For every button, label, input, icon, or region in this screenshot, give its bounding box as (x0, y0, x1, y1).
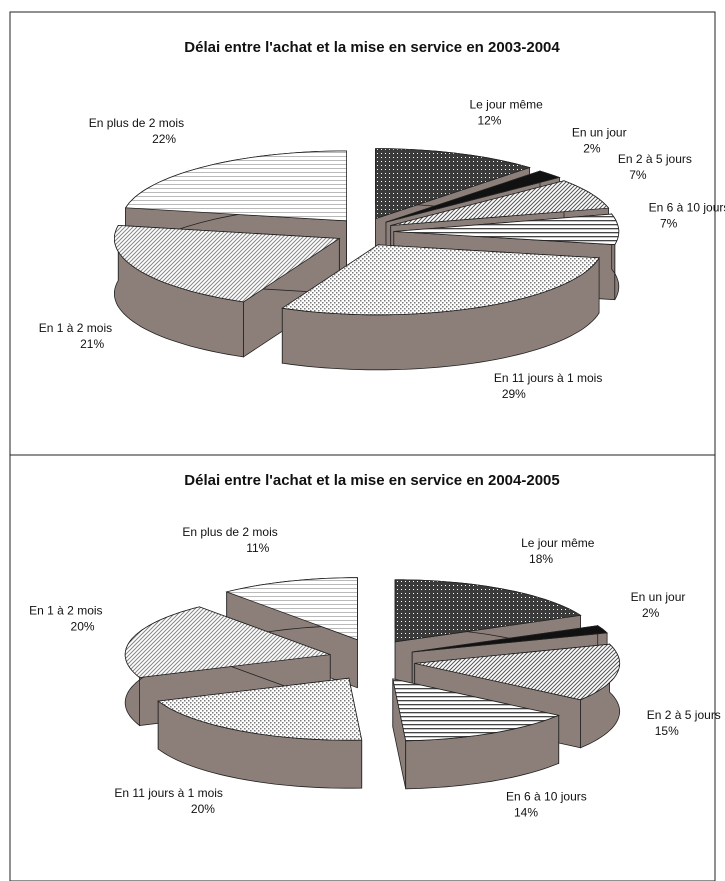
slice-top (225, 577, 358, 641)
slice-top (414, 643, 621, 701)
chart-title: Délai entre l'achat et la mise en servic… (184, 39, 560, 56)
chart-title: Délai entre l'achat et la mise en servic… (184, 472, 559, 489)
slice-label: En un jour (572, 126, 627, 140)
chart-frame (9, 454, 716, 881)
slice-label: En 11 jours à 1 mois (494, 371, 603, 385)
slice-label: En 6 à 10 jours (649, 200, 725, 214)
slice-top (412, 625, 609, 653)
slice-top (281, 244, 600, 316)
slice-top (124, 606, 331, 678)
slice-value-label: 18% (529, 552, 553, 566)
slice-label: En 11 jours à 1 mois (114, 786, 223, 800)
slice-top (392, 678, 561, 742)
slice-top (114, 224, 341, 303)
slice-value-label: 29% (502, 387, 526, 401)
slice-label: En 1 à 2 mois (29, 604, 102, 618)
slice-top (394, 579, 582, 643)
slice-value-label: 20% (191, 802, 215, 816)
slice-value-label: 7% (629, 168, 647, 182)
slice-value-label: 12% (477, 114, 501, 128)
slice-label: Le jour même (469, 98, 543, 112)
slice-label: En 6 à 10 jours (506, 790, 587, 804)
slice-top (375, 148, 531, 220)
slice-top (390, 180, 610, 226)
pie-slice (157, 677, 363, 789)
slice-value-label: 2% (583, 142, 601, 156)
slice-value-label: 14% (514, 806, 538, 820)
slice-label: En plus de 2 mois (182, 525, 277, 539)
slice-label: En 2 à 5 jours (647, 708, 721, 722)
slice-value-label: 2% (642, 606, 660, 620)
slice-value-label: 21% (80, 337, 104, 351)
pie-slice (114, 224, 341, 358)
slice-top (385, 170, 561, 223)
pie-slice (281, 244, 600, 371)
slice-top (393, 213, 620, 246)
slice-label: En un jour (631, 590, 686, 604)
slice-value-label: 15% (655, 724, 679, 738)
slice-value-label: 7% (660, 216, 678, 230)
slice-label: Le jour même (521, 536, 595, 550)
slice-value-label: 22% (152, 132, 176, 146)
slice-top (157, 677, 363, 741)
pie-slice (392, 678, 561, 790)
slice-label: En plus de 2 mois (89, 116, 184, 130)
slice-top (124, 150, 347, 222)
slice-label: En 1 à 2 mois (39, 321, 112, 335)
slice-label: En 2 à 5 jours (618, 152, 692, 166)
slice-value-label: 11% (246, 541, 269, 555)
slice-value-label: 20% (71, 620, 95, 634)
